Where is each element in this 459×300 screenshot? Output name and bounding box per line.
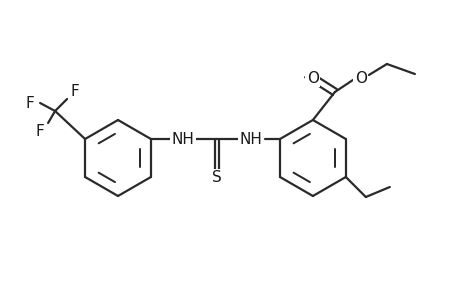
Text: NH: NH [239,131,262,146]
Text: S: S [212,170,221,185]
Text: F: F [26,95,34,110]
Text: F: F [36,124,45,139]
Text: O: O [306,70,318,86]
Text: NH: NH [171,131,194,146]
Text: F: F [71,83,79,98]
Text: O: O [354,70,366,86]
